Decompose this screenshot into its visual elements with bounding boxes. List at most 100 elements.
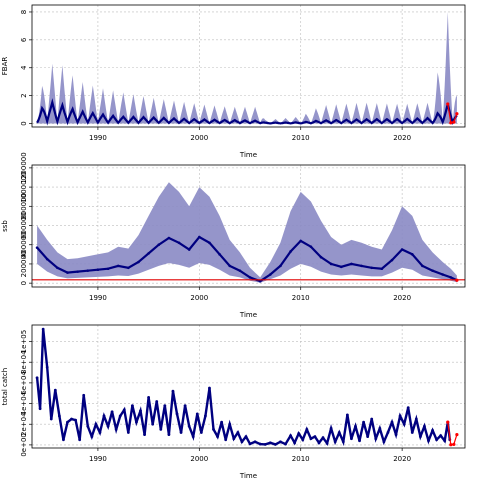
data-point [370, 417, 374, 421]
y-tick-label: 4e+04 [20, 391, 28, 415]
data-point [358, 439, 361, 443]
data-point [62, 438, 65, 442]
x-tick-label: 2000 [190, 134, 208, 142]
y-tick-label: 1200000 [20, 152, 28, 183]
data-point [82, 393, 86, 397]
data-point [187, 248, 191, 251]
data-point [449, 276, 453, 279]
x-axis-title: Time [239, 311, 257, 319]
data-point [94, 422, 98, 426]
data-point [390, 420, 394, 424]
x-axis-title: Time [239, 472, 257, 480]
data-point [354, 424, 357, 428]
data-point [212, 427, 215, 431]
data-point [382, 440, 386, 444]
data-point [204, 414, 207, 418]
y-tick-label: 1e+05 [20, 330, 28, 354]
series-line [36, 98, 458, 126]
data-point [414, 417, 418, 421]
data-point [339, 265, 343, 269]
data-point [431, 429, 434, 432]
data-point [273, 442, 277, 446]
panel-fbar: 1990 2000 2010 2020 0 2 4 6 8 Time FBAR [1, 4, 466, 159]
data-point [86, 269, 90, 272]
data-point [317, 441, 321, 445]
data-point [238, 269, 242, 272]
data-point [90, 435, 94, 439]
x-tick-label: 2020 [393, 134, 411, 142]
data-point [198, 235, 201, 239]
x-tick-label: 1990 [89, 294, 107, 302]
uncertainty-band [37, 12, 457, 124]
data-point [289, 434, 292, 437]
data-point [220, 420, 224, 424]
data-point [35, 246, 39, 249]
x-tick-label: 2020 [393, 455, 411, 463]
plot-frame [31, 4, 466, 128]
data-point [187, 424, 191, 428]
data-point [143, 433, 146, 436]
y-axis-title: ssb [1, 220, 9, 232]
data-point [130, 404, 134, 408]
data-point [402, 422, 406, 426]
data-point [268, 441, 272, 445]
data-point [126, 431, 130, 434]
data-point [122, 408, 126, 412]
data-point [289, 250, 292, 253]
y-tick-label: 200000 [20, 251, 28, 278]
data-point [374, 437, 378, 441]
data-point [362, 420, 365, 424]
data-point [110, 410, 114, 414]
data-point [269, 273, 272, 276]
data-point [341, 440, 345, 444]
data-point [38, 407, 42, 411]
data-point [378, 426, 382, 430]
data-point [167, 236, 171, 240]
data-point [350, 437, 353, 441]
data-point [297, 432, 301, 435]
forecast-point [452, 120, 456, 124]
x-tick-label: 2000 [190, 455, 208, 463]
data-point [279, 264, 282, 268]
data-point [139, 409, 142, 413]
data-point [329, 262, 333, 266]
data-point [45, 365, 49, 369]
data-point [360, 264, 363, 268]
data-point [431, 269, 434, 272]
data-point [163, 404, 167, 408]
y-axis-title: FBAR [1, 57, 9, 76]
data-point [228, 264, 232, 268]
data-point [228, 422, 232, 426]
data-point [137, 260, 140, 264]
uncertainty-band [37, 182, 457, 283]
data-point [439, 434, 443, 437]
data-point [66, 420, 69, 424]
y-tick-label: 800000 [20, 193, 28, 220]
y-tick-label: 600000 [20, 212, 28, 239]
y-tick-label: 8 [20, 10, 28, 14]
data-point [421, 264, 424, 268]
data-point [208, 386, 211, 390]
x-tick-label: 1990 [89, 455, 107, 463]
data-point [216, 435, 219, 439]
data-point [232, 437, 236, 441]
y-axis-title: total catch [1, 368, 9, 405]
data-point [299, 239, 303, 243]
x-axis-title: Time [239, 151, 257, 159]
data-point [116, 264, 120, 268]
data-point [167, 433, 171, 436]
forecast-point [455, 112, 459, 116]
data-point [321, 436, 325, 440]
data-point [263, 442, 267, 446]
data-point [253, 440, 257, 444]
data-point [177, 241, 181, 245]
forecast-point [455, 432, 459, 437]
y-tick-label: 0 [20, 281, 28, 285]
y-tick-label: 8e+04 [20, 350, 28, 374]
forecast-point [446, 102, 450, 106]
data-point [56, 266, 59, 270]
plot-frame [31, 324, 466, 449]
y-tick-label: 6 [20, 37, 28, 42]
data-point [147, 395, 151, 399]
